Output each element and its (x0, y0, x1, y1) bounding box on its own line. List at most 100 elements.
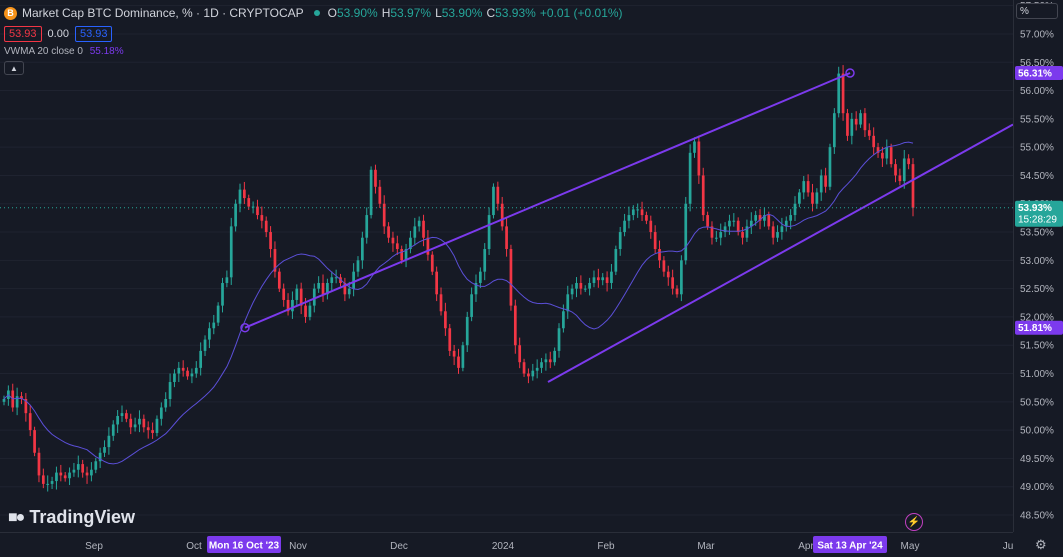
last-price-label-bg (1015, 200, 1063, 227)
candle-body (631, 209, 635, 216)
candle-body (251, 206, 255, 208)
channel-anchor-handle (845, 68, 855, 78)
candle-body (780, 226, 784, 233)
candle-body (714, 237, 718, 239)
candle-body (247, 198, 251, 207)
candle-body (583, 288, 587, 290)
time-scale[interactable]: Sep Oct Nov Dec 2024 Feb Mar Apr May Ju Mon 16 Oct… (0, 532, 1013, 557)
candle-body (90, 469, 93, 476)
candle-body (500, 203, 504, 227)
candle-body (409, 237, 412, 250)
candle-body (164, 399, 168, 408)
candle-body (2, 399, 6, 402)
candle-body (854, 118, 858, 125)
candle-body (575, 282, 578, 289)
candle-body (518, 345, 522, 363)
candle-body (588, 282, 591, 289)
candle-body (570, 288, 574, 295)
candle-body (151, 430, 154, 433)
price-scale[interactable]: 48.50% 49.00% 49.50% 50.00% 50.50% 51.00% 51.5… (1013, 0, 1063, 532)
indicator-name: VWMA 20 close 0 (4, 46, 83, 57)
candle-body (382, 203, 386, 227)
candle-body (334, 277, 338, 279)
time-highlight-bg (813, 536, 887, 553)
candle-body (404, 249, 408, 261)
price-axis-svg: 48.50% 49.00% 49.50% 50.00% 50.50% 51.00% 51.5… (1015, 1, 1063, 522)
candle-body (238, 189, 242, 204)
candle-body (282, 288, 286, 300)
candle-body (20, 396, 23, 399)
candle-body (317, 282, 321, 289)
candle-body (749, 220, 753, 227)
candle-body (544, 359, 548, 363)
sell-button[interactable]: 53.93 (4, 26, 42, 42)
lower-channel-price-label-bg (1015, 320, 1063, 335)
unit-button[interactable]: % (1016, 3, 1058, 19)
candle-body (832, 113, 836, 148)
candle-body (649, 220, 653, 233)
candle-body (478, 271, 482, 283)
spread-value: 0.00 (47, 28, 69, 40)
candle-body (291, 299, 294, 312)
candle-body (719, 232, 723, 238)
candle-body (513, 305, 517, 346)
candle-body (203, 339, 207, 351)
candle-body (129, 418, 133, 428)
candle-body (225, 277, 229, 283)
candle-body (173, 373, 176, 383)
price-tick-label: 53.00% (1020, 256, 1054, 267)
candle-body (457, 356, 460, 368)
chart-pane[interactable] (0, 0, 1013, 532)
last-price-label-countdown: 15:28:29 (1018, 215, 1057, 226)
candle-body (387, 226, 390, 238)
candle-body (295, 288, 299, 300)
candle-body (763, 215, 766, 221)
chevron-up-icon[interactable]: ▲ (4, 61, 24, 75)
price-chart[interactable] (0, 0, 1013, 532)
price-tick-label: 48.50% (1020, 511, 1054, 522)
candle-body (243, 189, 246, 199)
symbol-title[interactable]: Market Cap BTC Dominance, % · 1D · CRYPT… (22, 6, 304, 20)
candle-body (41, 475, 45, 484)
time-highlight-label: Sat 13 Apr '24 (817, 541, 883, 552)
candle-body (133, 424, 137, 428)
candle-body (636, 209, 640, 211)
candle-body (784, 220, 788, 227)
candle-body (911, 164, 915, 208)
candle-body (684, 203, 688, 261)
candle-body (771, 226, 775, 238)
candle-body (824, 175, 827, 187)
candle-body (902, 158, 906, 182)
candle-body (666, 271, 670, 278)
candle-body (889, 147, 893, 165)
candle-body (229, 226, 233, 278)
tradingview-icon: ■● (8, 508, 25, 526)
lightning-icon[interactable]: ⚡ (905, 513, 923, 531)
candle-body (706, 215, 709, 227)
candle-body (465, 316, 469, 346)
candle-body (448, 328, 452, 351)
candle-body (527, 373, 530, 377)
candle-body (304, 305, 307, 317)
bitcoin-icon: B (4, 6, 17, 20)
candle-body (352, 271, 355, 289)
candle-body (885, 147, 889, 159)
price-tick-label: 55.00% (1020, 143, 1054, 154)
gear-icon[interactable]: ⚙ (1035, 537, 1047, 552)
candle-body (439, 294, 443, 312)
candle-body (653, 232, 657, 250)
trade-row: 53.93 0.00 53.93 (4, 22, 627, 42)
indicator-legend[interactable]: VWMA 20 close 0 55.18% (4, 46, 627, 57)
candle-body (850, 118, 854, 136)
candle-body (640, 209, 644, 216)
candle-body (645, 215, 648, 221)
candle-body (697, 141, 701, 176)
buy-button[interactable]: 53.93 (74, 26, 113, 42)
candle-body (111, 424, 115, 436)
candle-body (610, 271, 613, 283)
price-tick-label: 49.50% (1020, 454, 1054, 465)
ohlc-open-value: 53.90% (336, 6, 378, 20)
candle-body (741, 232, 744, 238)
candle-body (745, 226, 749, 238)
candles (2, 65, 915, 492)
